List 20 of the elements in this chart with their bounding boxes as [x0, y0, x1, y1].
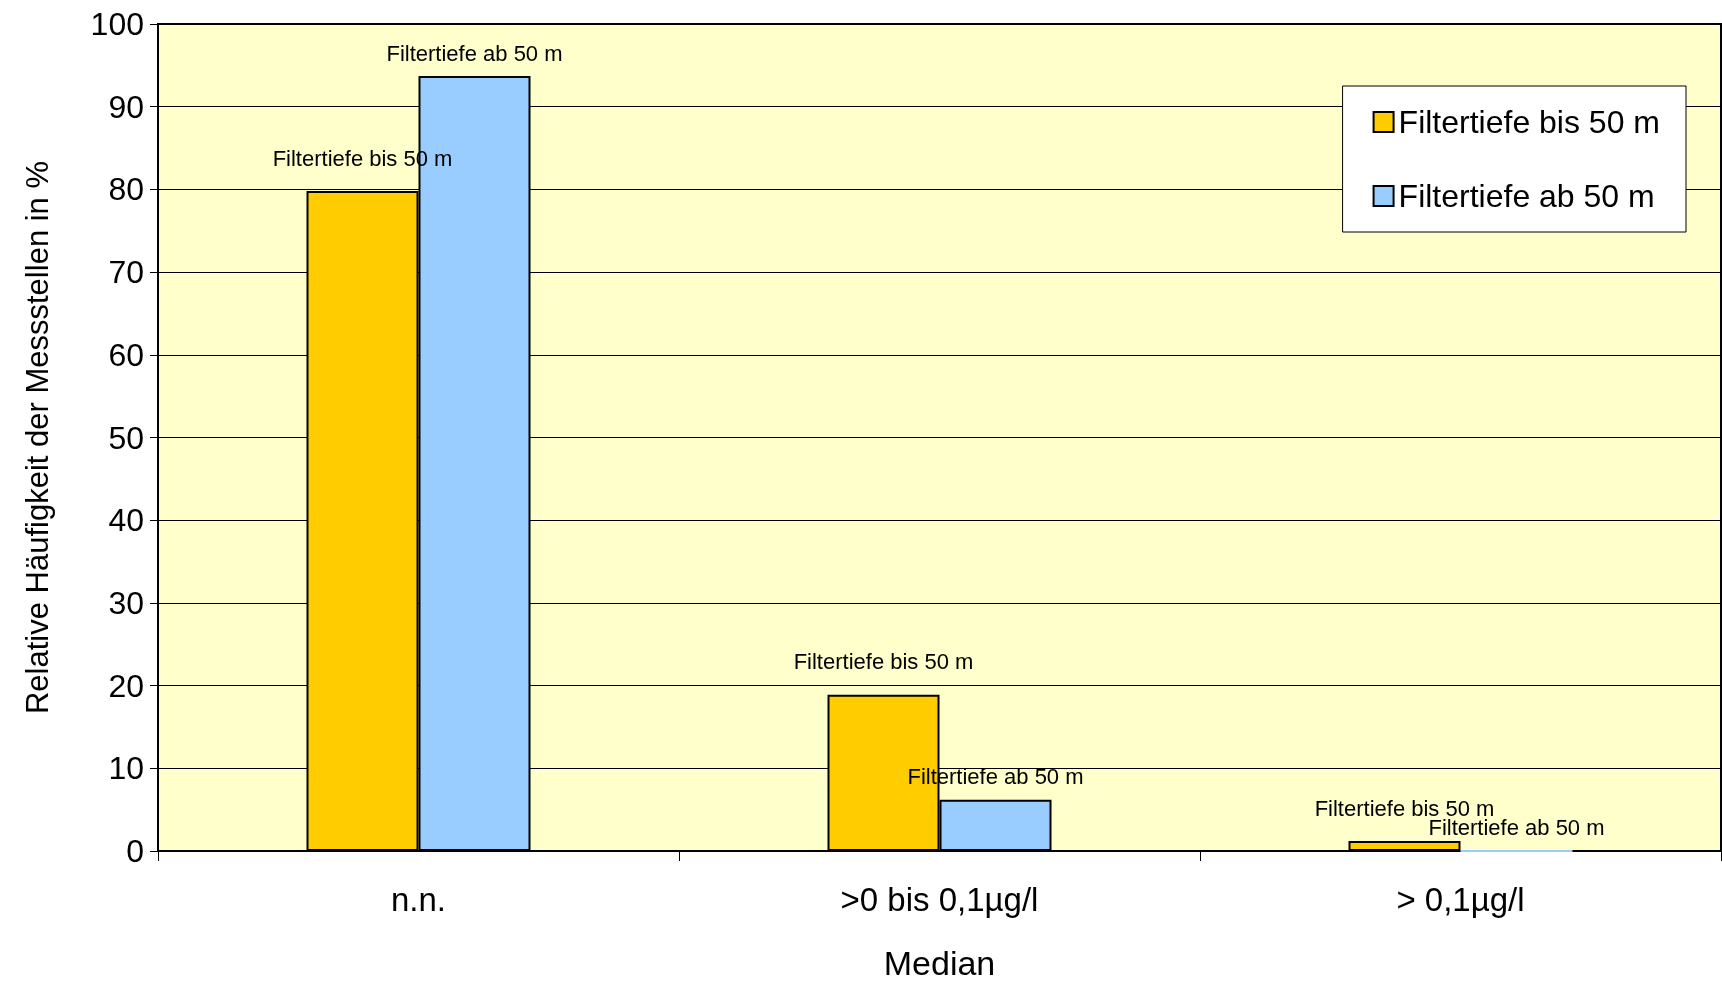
y-tick-label: 0	[126, 833, 144, 869]
data-label: Filtertiefe bis 50 m	[793, 649, 974, 675]
y-tick-label: 60	[108, 336, 144, 373]
legend-label: Filtertiefe ab 50 m	[1398, 178, 1655, 214]
y-tick-label: 30	[108, 584, 144, 621]
y-tick-label: 50	[108, 419, 144, 456]
y-tick-label: 100	[90, 6, 144, 42]
data-label: Filtertiefe ab 50 m	[386, 40, 563, 66]
x-tick-label: >0 bis 0,1µg/l	[840, 881, 1039, 918]
y-tick-label: 90	[108, 88, 144, 125]
y-tick-label: 20	[108, 667, 144, 704]
y-axis-title: Relative Häufigkeit der Messstellen in %	[20, 160, 55, 715]
y-tick-label: 80	[108, 171, 144, 208]
x-tick-label: n.n.	[390, 881, 447, 918]
x-tick-label: > 0,1µg/l	[1396, 881, 1525, 918]
legend-label: Filtertiefe bis 50 m	[1398, 104, 1660, 140]
y-tick-label: 70	[108, 254, 144, 291]
y-tick-label: 10	[108, 750, 144, 787]
y-tick-label: 40	[108, 502, 144, 539]
x-axis-title: Median	[883, 944, 996, 982]
